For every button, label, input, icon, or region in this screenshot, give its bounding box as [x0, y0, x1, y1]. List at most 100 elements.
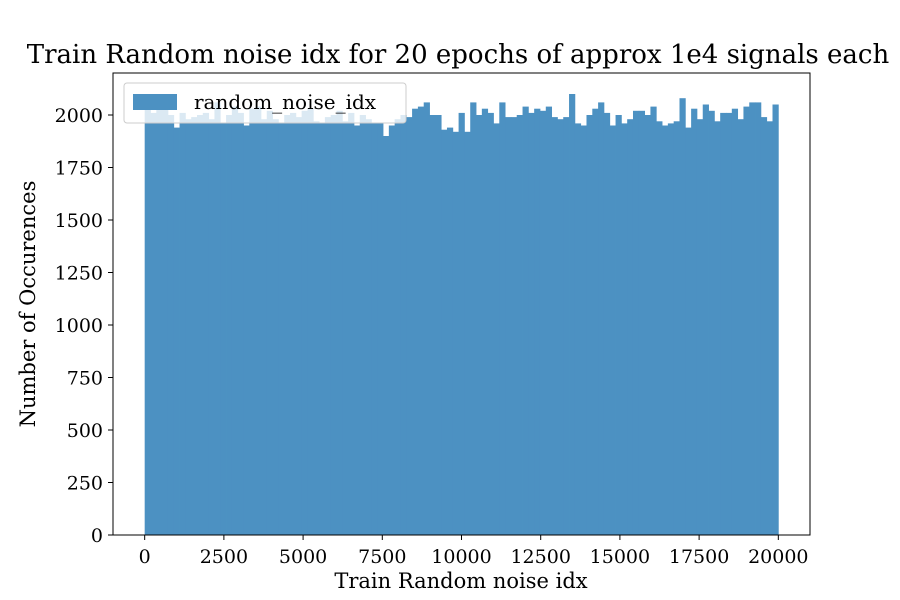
histogram-bar	[725, 112, 733, 536]
histogram-bar	[644, 115, 651, 535]
histogram-bar	[476, 115, 483, 535]
y-axis-label: Number of Occurences	[16, 181, 40, 428]
y-tick-label: 250	[67, 473, 103, 495]
legend: random_noise_idx	[123, 82, 407, 124]
histogram-bar	[592, 108, 599, 535]
histogram-bar	[755, 102, 762, 536]
histogram-bar	[545, 106, 553, 535]
histogram-bar	[214, 102, 221, 536]
histogram-bar	[272, 119, 279, 535]
histogram-bar	[656, 121, 663, 536]
histogram-bar	[388, 125, 396, 535]
histogram-bar	[563, 117, 570, 535]
histogram-bar	[202, 112, 210, 536]
histogram-bar	[766, 121, 773, 536]
x-axis-ticks: 0 2500 5000 7500 10000 12500 15000 17500 20000	[139, 535, 809, 568]
histogram-bar	[505, 117, 512, 535]
histogram-bar	[406, 117, 413, 535]
legend-label: random_noise_idx	[194, 90, 377, 114]
y-axis-ticks: 0 250 500 750 1000 1250 1500 1750 2000	[55, 105, 113, 547]
histogram-bar	[691, 108, 698, 535]
y-tick-label: 500	[67, 420, 103, 442]
y-tick-label: 2000	[55, 105, 103, 127]
histogram-bar	[737, 119, 744, 535]
histogram-bar	[499, 102, 506, 536]
histogram-bar	[569, 94, 576, 535]
chart-title: Train Random noise idx for 20 epochs of …	[27, 40, 890, 70]
histogram-bar	[400, 115, 407, 535]
histogram-bar	[522, 106, 529, 535]
histogram-bar	[423, 102, 430, 536]
histogram-bar	[330, 115, 337, 535]
histogram-bar	[260, 119, 268, 535]
x-tick-label: 17500	[669, 546, 729, 568]
histogram-bar	[348, 112, 355, 536]
histogram-bar	[696, 119, 704, 535]
histogram-bar	[772, 104, 779, 535]
histogram-bar	[336, 110, 343, 536]
histogram-bar	[144, 106, 151, 535]
x-tick-label: 7500	[358, 546, 406, 568]
histogram-bar	[534, 108, 541, 535]
histogram-bar	[319, 123, 326, 536]
histogram-bar	[551, 117, 558, 535]
histogram-bar	[603, 112, 611, 536]
histogram-bar	[295, 117, 303, 535]
x-tick-label: 20000	[748, 546, 808, 568]
histogram-bar	[231, 106, 239, 535]
histogram-bar	[749, 102, 756, 536]
histogram-bar	[301, 110, 308, 536]
histogram-bar	[313, 121, 320, 536]
histogram-bar	[237, 112, 244, 536]
histogram-bar	[394, 119, 401, 535]
histogram-bar	[627, 119, 634, 535]
histogram-bar	[173, 127, 180, 535]
legend-box	[123, 82, 407, 124]
histogram-bar	[464, 131, 471, 536]
histogram-bar	[731, 108, 739, 535]
histogram-bar	[278, 123, 285, 536]
histogram-bar	[243, 125, 250, 535]
y-tick-label: 1500	[55, 210, 103, 232]
histogram-bar	[365, 119, 372, 535]
histogram-bar	[481, 108, 489, 535]
histogram-bar	[720, 112, 727, 536]
histogram-bar	[412, 108, 419, 535]
histogram-bar	[197, 115, 204, 535]
histogram-bar	[249, 108, 256, 535]
histogram-bar	[284, 115, 291, 535]
histogram-bar	[580, 125, 587, 535]
histogram-bar	[307, 108, 314, 535]
x-tick-label: 2500	[200, 546, 248, 568]
histogram-bar	[557, 119, 564, 535]
x-tick-label: 15000	[590, 546, 650, 568]
histogram-bar	[685, 127, 692, 535]
legend-swatch	[133, 94, 177, 110]
histogram-bar	[539, 110, 547, 536]
x-axis-label: Train Random noise idx	[334, 569, 587, 593]
y-tick-label: 1750	[55, 158, 103, 180]
histogram-bar	[220, 123, 227, 536]
histogram-bar	[359, 115, 366, 535]
histogram-bar	[383, 136, 390, 535]
histogram-bar	[470, 102, 477, 536]
histogram-bar	[679, 98, 686, 535]
histogram-bar	[586, 115, 593, 535]
histogram-bar	[179, 112, 186, 536]
histogram-bar	[162, 104, 169, 535]
histogram-bar	[510, 117, 518, 535]
histogram-bar	[446, 127, 454, 535]
histogram-bar	[516, 115, 523, 535]
histogram-bar	[632, 110, 640, 536]
histogram-bar	[417, 106, 425, 535]
histogram-bar	[324, 117, 332, 535]
histogram-bar	[708, 110, 715, 536]
histogram-bar	[621, 123, 628, 536]
histogram-bar	[615, 115, 622, 535]
histogram-bar	[702, 104, 709, 535]
histogram-bar	[493, 123, 500, 536]
histogram-bar	[662, 125, 669, 535]
histogram-bar	[714, 121, 721, 536]
histogram-bar	[598, 102, 605, 536]
